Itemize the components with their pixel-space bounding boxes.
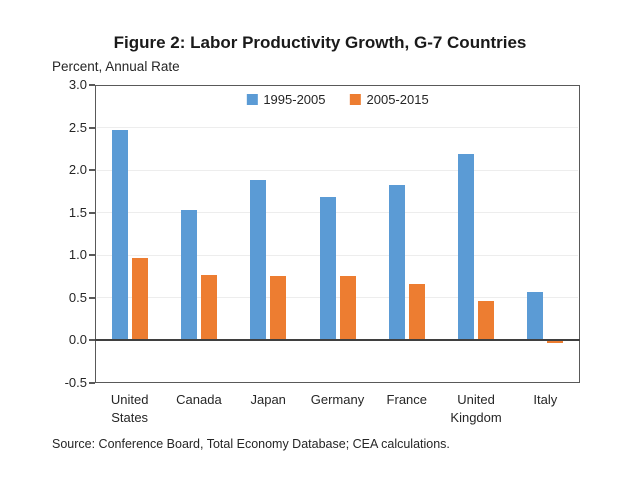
y-tick-mark xyxy=(89,382,95,384)
bar xyxy=(408,284,425,341)
y-tick-label: 2.0 xyxy=(68,162,87,178)
y-tick-mark xyxy=(89,254,95,257)
figure-title: Figure 2: Labor Productivity Growth, G-7… xyxy=(113,33,527,52)
y-tick-label: 0.0 xyxy=(68,332,87,348)
legend-item: 1995-2005 xyxy=(246,92,326,107)
bar xyxy=(478,301,495,341)
y-tick-label: 2.5 xyxy=(68,119,87,135)
y-tick-mark xyxy=(89,339,95,342)
zero-axis-line xyxy=(95,339,580,342)
x-category-label: France xyxy=(386,392,428,407)
legend-item: 2005-2015 xyxy=(349,92,429,107)
legend-label: 2005-2015 xyxy=(366,92,429,107)
legend-swatch-icon xyxy=(246,94,258,105)
bar xyxy=(547,340,564,343)
y-axis-units-label: Percent, Annual Rate xyxy=(52,59,180,74)
bar xyxy=(250,179,267,341)
source-note: Source: Conference Board, Total Economy … xyxy=(52,437,450,451)
y-tick-label: -0.5 xyxy=(64,375,87,390)
x-category-label: United States xyxy=(110,392,149,425)
plot-area xyxy=(95,85,580,383)
bar xyxy=(111,130,128,341)
bar xyxy=(131,257,148,341)
y-gridline xyxy=(97,297,578,299)
y-tick-label: 1.0 xyxy=(68,247,87,263)
y-tick-label: 3.0 xyxy=(68,77,87,92)
y-tick-mark xyxy=(89,84,95,86)
chart-legend: 1995-2005 2005-2015 xyxy=(246,92,429,107)
legend-label: 1995-2005 xyxy=(263,92,326,107)
bar xyxy=(180,210,197,341)
bar xyxy=(339,275,356,341)
bar xyxy=(200,274,217,341)
y-tick-mark xyxy=(89,169,95,172)
bar xyxy=(388,184,405,341)
y-gridline xyxy=(97,254,578,256)
x-category-label: Italy xyxy=(533,392,558,407)
x-category-label: Canada xyxy=(176,392,222,407)
y-tick-mark xyxy=(89,211,95,214)
bar xyxy=(270,275,287,341)
y-gridline xyxy=(97,127,578,129)
legend-swatch-icon xyxy=(349,94,361,105)
bar xyxy=(527,291,544,341)
bar xyxy=(319,196,336,341)
y-tick-mark xyxy=(89,126,95,129)
y-tick-label: 0.5 xyxy=(68,289,87,305)
x-category-label: Japan xyxy=(250,392,286,407)
x-category-label: Germany xyxy=(310,392,365,407)
y-tick-mark xyxy=(89,296,95,299)
bar xyxy=(458,153,475,341)
x-category-label: United Kingdom xyxy=(450,392,502,425)
y-gridline xyxy=(97,212,578,214)
y-gridline xyxy=(97,169,578,171)
y-tick-label: 1.5 xyxy=(68,204,87,220)
